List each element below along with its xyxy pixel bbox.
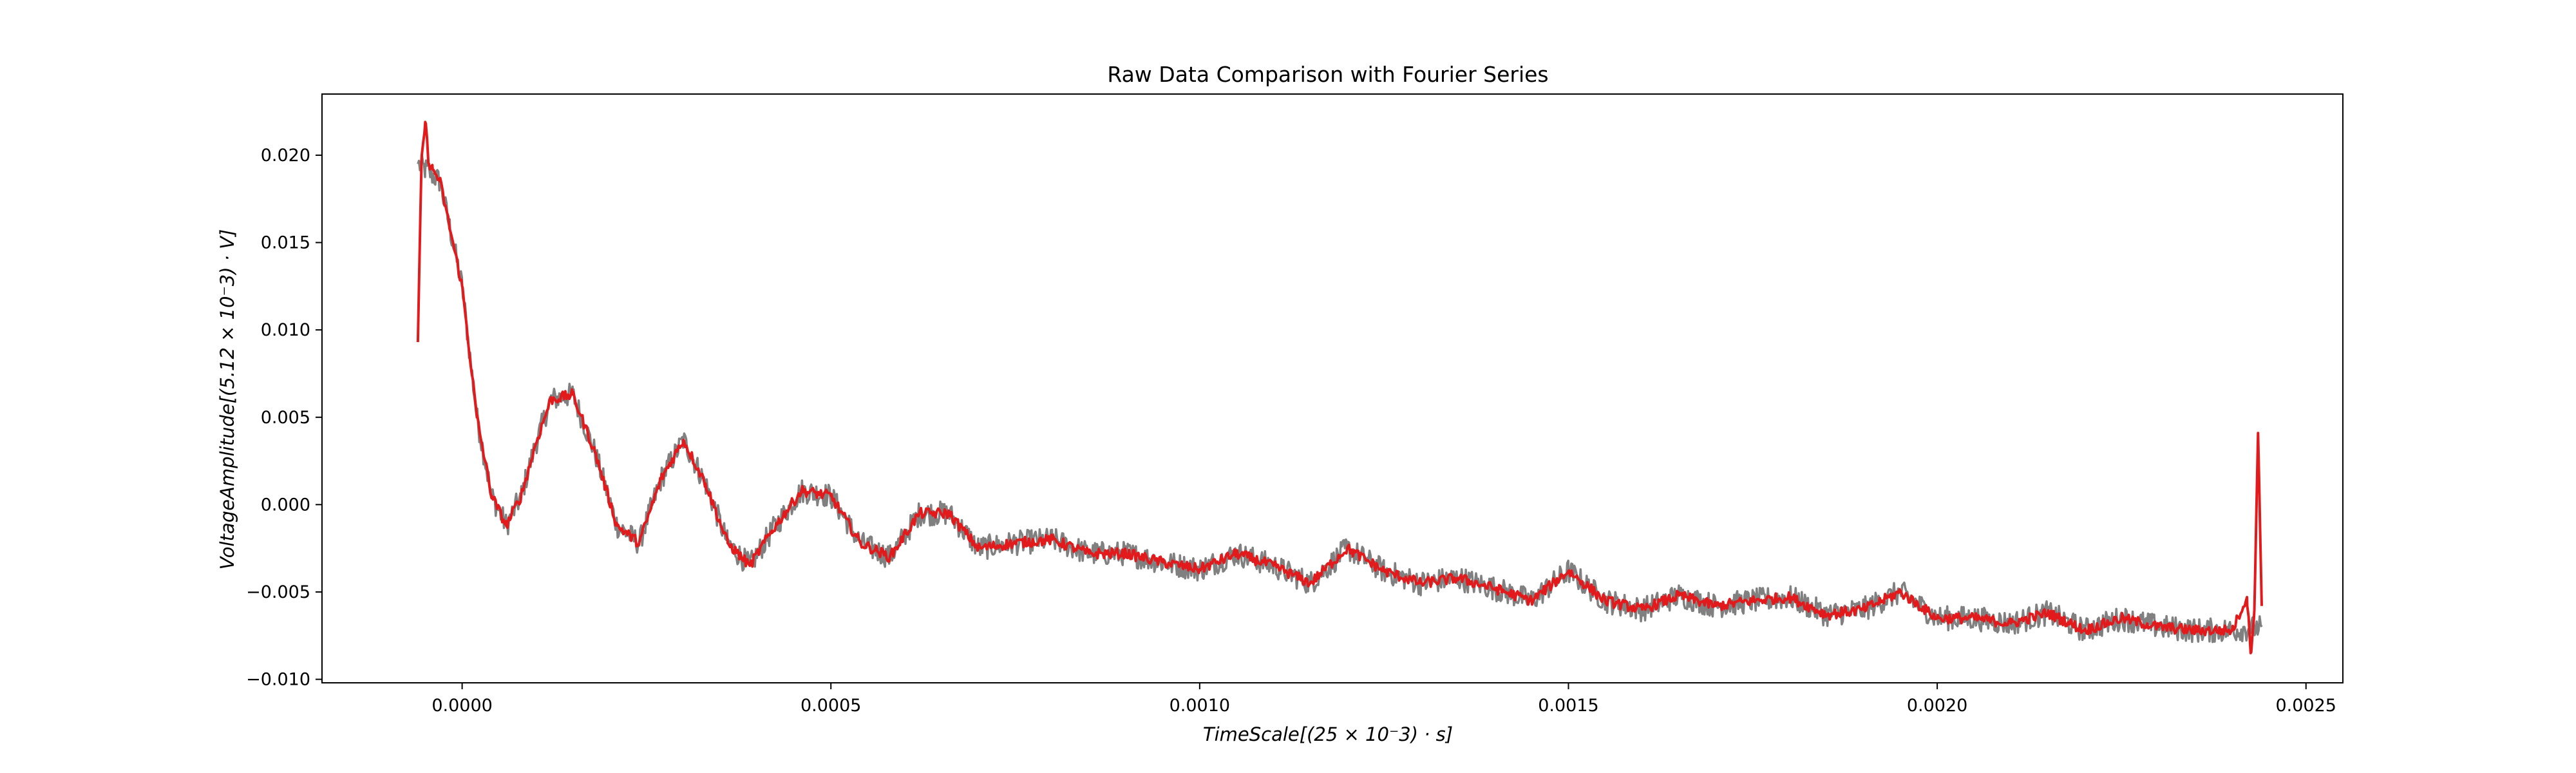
plot-area	[321, 93, 2344, 683]
raw-data-line	[417, 153, 2263, 644]
x-tick-label: 0.0025	[2275, 696, 2336, 716]
x-tick-label: 0.0010	[1170, 696, 1230, 716]
x-tick-label: 0.0020	[1907, 696, 1967, 716]
y-tick-label: 0.005	[261, 408, 310, 428]
x-tick-label: 0.0000	[431, 696, 492, 716]
y-tick-label: 0.020	[261, 146, 310, 166]
x-tick-label: 0.0015	[1538, 696, 1598, 716]
y-tick-label: 0.015	[261, 233, 310, 253]
y-tick-label: −0.005	[246, 582, 310, 602]
y-tick-label: 0.000	[261, 495, 310, 515]
chart-title: Raw Data Comparison with Fourier Series	[1107, 62, 1548, 87]
plot-frame	[321, 93, 2344, 683]
y-axis-label: VoltageAmplitude[(5.12 × 10⁻3) · V]	[216, 229, 238, 570]
y-tick-label: 0.010	[261, 320, 310, 340]
series-layer	[416, 120, 2263, 654]
x-axis-label: TimeScale[(25 × 10⁻3) · s]	[1203, 723, 1453, 745]
fourier-series-line	[416, 120, 2263, 654]
x-tick-label: 0.0005	[800, 696, 861, 716]
y-tick-label: −0.010	[246, 670, 310, 690]
x-axis: 0.0000 0.0005 0.0010 0.0015 0.0020 0.0025	[431, 683, 2336, 716]
y-axis: −0.010 −0.005 0.000 0.005 0.010 0.015 0.020	[246, 146, 322, 690]
